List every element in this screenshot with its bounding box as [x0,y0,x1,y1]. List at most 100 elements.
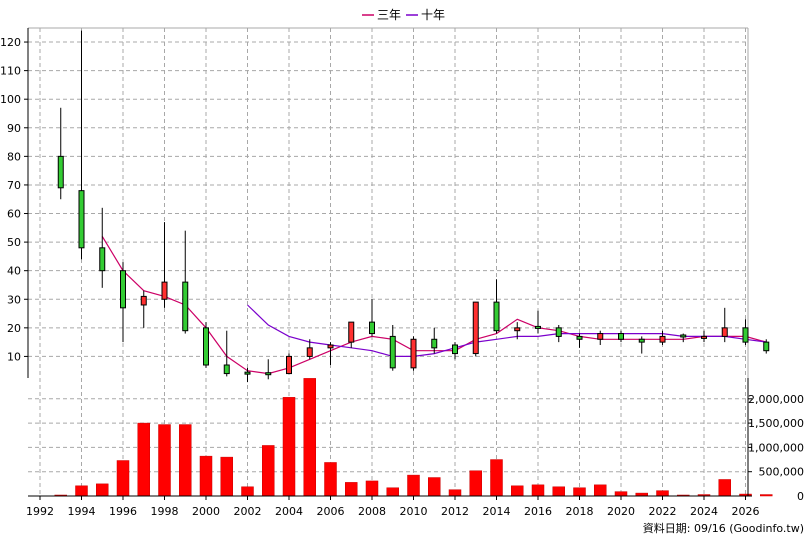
candle-body [763,341,770,352]
price-tick-label: 30 [7,293,21,306]
volume-tick-label: 500,000 [759,466,805,479]
volume-bar [282,397,296,497]
candlestick [57,107,64,200]
candle-body [306,347,313,357]
x-tick-label: 1992 [26,505,54,518]
candlestick [389,324,396,371]
candle-body [535,325,541,329]
candle-body [597,333,604,340]
x-tick-label: 2008 [358,505,386,518]
candlesticks [57,30,770,383]
volume-bar [365,480,379,497]
candle-body [742,327,749,343]
x-tick-label: 1994 [68,505,96,518]
x-tick-label: 2026 [732,505,760,518]
ma-ten-year-line [247,304,767,357]
candlestick [514,322,521,340]
volume-bar [262,445,275,497]
price-tick-label: 120 [0,36,21,49]
candlestick [223,330,230,377]
candle-body [431,338,438,349]
candle-body [369,321,375,335]
volume-bar [594,484,607,497]
candlestick [327,342,334,365]
candle-body [140,295,147,306]
volume-tick-label: 2,000,000 [748,393,804,406]
x-tick-label: 2004 [275,505,303,518]
volume-bar [656,490,669,497]
candlestick [618,330,624,343]
volume-bar [552,486,565,497]
price-tick-label: 50 [7,236,21,249]
price-tick-label: 90 [7,122,21,135]
legend-label-three-year: 三年 [377,8,401,22]
candlestick [638,336,645,354]
candlestick [742,319,749,345]
volume-tick-label: 1,000,000 [748,441,804,454]
candlestick [140,290,147,328]
legend-label-ten-year: 十年 [421,8,445,22]
candle-body [576,335,583,340]
volume-bar [386,487,399,497]
candlestick [410,336,417,371]
candle-body [555,327,562,337]
volume-bar [199,455,213,497]
candle-body [57,155,64,189]
candle-body [514,327,521,332]
legend: 三年 十年 [362,8,445,22]
candle-body [410,338,417,369]
candle-body [680,334,687,338]
candle-body [721,327,728,337]
candle-body [265,372,272,376]
candlestick [369,299,375,337]
volume-bar [614,491,628,497]
legend-item-three-year: 三年 [362,8,401,22]
data-date-credit: 資料日期: 09/16 (Goodinfo.tw) [643,521,804,535]
x-tick-label: 2022 [649,505,677,518]
candle-body [472,301,479,355]
candle-body [203,327,209,366]
candle-body [389,335,396,369]
x-tick-label: 2000 [192,505,220,518]
candlestick [597,330,604,345]
candlestick [535,310,541,334]
candle-body [161,281,168,300]
volume-bar [490,459,503,497]
candle-body [120,270,126,309]
candlestick [680,333,687,343]
x-tick-label: 2002 [234,505,262,518]
candlestick [431,327,438,354]
candlestick [721,307,728,343]
volume-bar [407,474,420,497]
candle-body [78,190,85,249]
x-tick-label: 2020 [607,505,635,518]
price-tick-label: 80 [7,150,21,163]
candle-body [618,333,624,340]
x-tick-label: 2012 [441,505,469,518]
volume-bar [158,424,171,497]
candlestick [348,321,355,348]
candlestick [286,353,292,375]
price-tick-label: 110 [0,65,21,78]
volume-bar [511,485,524,497]
candle-body [244,371,251,375]
candle-body [348,321,355,343]
legend-item-ten-year: 十年 [406,8,445,22]
candlestick [265,359,272,380]
volume-bar [573,487,586,497]
candlestick [659,330,666,345]
candlestick [244,367,251,383]
volume-bar [116,460,130,497]
candlestick [161,222,168,308]
candle-body [182,281,189,332]
volume-bar [428,477,441,497]
candlestick [763,339,770,354]
price-tick-label: 20 [7,322,21,335]
candle-body [701,335,707,339]
candlestick [99,207,106,288]
x-tick-label: 2018 [566,505,594,518]
x-tick-label: 1998 [151,505,179,518]
candle-body [452,344,458,355]
